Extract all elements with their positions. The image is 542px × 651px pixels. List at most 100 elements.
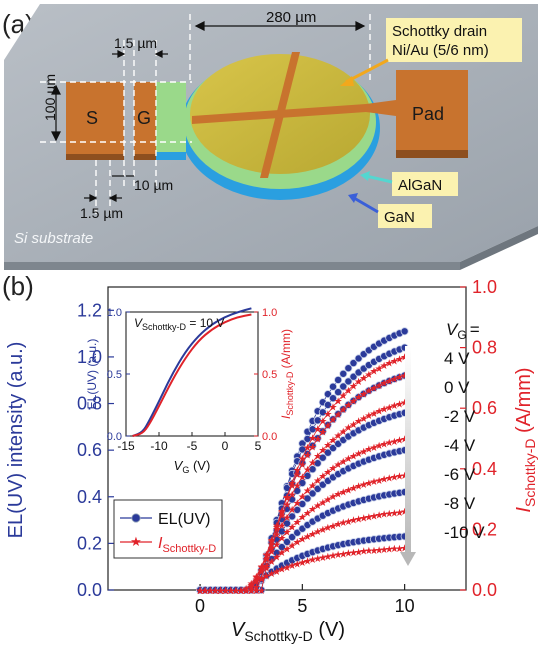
el-series-point xyxy=(308,465,317,474)
i-series-point: ★ xyxy=(231,586,240,597)
i-series-point: ★ xyxy=(242,586,251,597)
i-series-point: ★ xyxy=(395,544,404,555)
i-series-point: ★ xyxy=(359,373,368,384)
i-series-point: ★ xyxy=(298,454,307,465)
i-series-point: ★ xyxy=(349,396,358,407)
i-series-point: ★ xyxy=(221,586,230,597)
i-series-point: ★ xyxy=(252,573,261,584)
el-series-point xyxy=(344,364,353,373)
i-series-point: ★ xyxy=(257,567,266,578)
i-series-point: ★ xyxy=(364,478,373,489)
i-series-point: ★ xyxy=(288,490,297,501)
i-series-point: ★ xyxy=(236,586,245,597)
inset-y-right-label: ISchottky-D (A/mm) xyxy=(279,329,295,419)
i-series-point: ★ xyxy=(318,553,327,564)
i-series-point: ★ xyxy=(252,575,261,586)
i-series-point: ★ xyxy=(329,521,338,532)
i-series-point: ★ xyxy=(400,398,409,409)
i-series-point: ★ xyxy=(247,586,256,597)
i-series-point: ★ xyxy=(303,509,312,520)
y-left-tick-label: 1.2 xyxy=(77,300,102,320)
i-series-point: ★ xyxy=(303,486,312,497)
i-series-point: ★ xyxy=(226,586,235,597)
i-series-point: ★ xyxy=(369,477,378,488)
i-series-point: ★ xyxy=(339,549,348,560)
i-series-point: ★ xyxy=(380,475,389,486)
main-y-right-label: ISchottky-D (A/mm) xyxy=(513,367,538,512)
i-series-point: ★ xyxy=(277,548,286,559)
i-series-point: ★ xyxy=(277,565,286,576)
y-right-tick-label: 0.2 xyxy=(472,519,497,539)
el-series-point xyxy=(329,444,338,453)
i-series-point: ★ xyxy=(390,437,399,448)
el-series-point xyxy=(323,448,332,457)
i-series-point: ★ xyxy=(231,586,240,597)
i-series-point: ★ xyxy=(206,586,215,597)
i-series-point: ★ xyxy=(288,505,297,516)
i-series-point: ★ xyxy=(313,501,322,512)
i-series-point: ★ xyxy=(308,458,317,469)
i-series-point: ★ xyxy=(236,586,245,597)
i-series-point: ★ xyxy=(298,535,307,546)
i-series-point: ★ xyxy=(323,495,332,506)
i-series-point: ★ xyxy=(364,411,373,422)
i-series-point: ★ xyxy=(354,547,363,558)
i-series-point: ★ xyxy=(375,476,384,487)
i-series-point: ★ xyxy=(211,586,220,597)
i-series-point: ★ xyxy=(329,403,338,414)
i-series-point: ★ xyxy=(298,460,307,471)
el-series-point xyxy=(308,425,317,434)
i-series-point: ★ xyxy=(293,470,302,481)
i-series-point: ★ xyxy=(242,586,251,597)
i-series-line xyxy=(200,547,405,591)
x-tick-label: 10 xyxy=(395,596,415,616)
i-series-point: ★ xyxy=(313,476,322,487)
inset-x-tick-label: 5 xyxy=(255,439,262,453)
i-series-point: ★ xyxy=(231,586,240,597)
el-series-point xyxy=(298,499,307,508)
i-series-point: ★ xyxy=(221,586,230,597)
i-series-point: ★ xyxy=(375,381,384,392)
i-series-point: ★ xyxy=(201,586,210,597)
i-series-point: ★ xyxy=(277,521,286,532)
inset-x-tick-label: -15 xyxy=(117,439,135,453)
i-series-point: ★ xyxy=(257,562,266,573)
i-series-point: ★ xyxy=(277,534,286,545)
i-series-point: ★ xyxy=(375,545,384,556)
y-left-tick-label: 0.6 xyxy=(77,440,102,460)
source-edge xyxy=(66,154,124,160)
i-series-point: ★ xyxy=(369,511,378,522)
inset-series xyxy=(132,307,252,437)
i-series-point: ★ xyxy=(318,525,327,536)
i-series-point: ★ xyxy=(247,586,256,597)
i-series-point: ★ xyxy=(359,513,368,524)
i-series-point: ★ xyxy=(359,414,368,425)
i-series-point: ★ xyxy=(359,389,368,400)
i-series-point: ★ xyxy=(293,498,302,509)
inset-y-left-tick-label: 1.0 xyxy=(107,307,122,319)
i-series-point: ★ xyxy=(226,586,235,597)
i-series-point: ★ xyxy=(262,562,271,573)
el-series-point xyxy=(349,359,358,368)
i-series-point: ★ xyxy=(231,586,240,597)
i-series-point: ★ xyxy=(236,586,245,597)
i-series-point: ★ xyxy=(298,558,307,569)
i-series-point: ★ xyxy=(313,452,322,463)
i-series-point: ★ xyxy=(267,543,276,554)
callout-drain-line1: Schottky drain xyxy=(392,23,487,40)
i-series-point: ★ xyxy=(323,467,332,478)
legend-el-marker xyxy=(131,513,141,523)
dim-1-5-bottom-label: 1.5 µm xyxy=(80,205,123,221)
i-series-point: ★ xyxy=(359,480,368,491)
i-series-point: ★ xyxy=(216,586,225,597)
i-series-point: ★ xyxy=(313,554,322,565)
y-right-tick-label: 0.8 xyxy=(472,338,497,358)
i-series-point: ★ xyxy=(308,434,317,445)
i-series-point: ★ xyxy=(359,547,368,558)
i-series-point: ★ xyxy=(303,451,312,462)
dim-1-5-top-label: 1.5 µm xyxy=(114,35,157,51)
i-series-point: ★ xyxy=(277,508,286,519)
i-series-point: ★ xyxy=(211,586,220,597)
i-series-point: ★ xyxy=(400,435,409,446)
i-series-point: ★ xyxy=(211,586,220,597)
